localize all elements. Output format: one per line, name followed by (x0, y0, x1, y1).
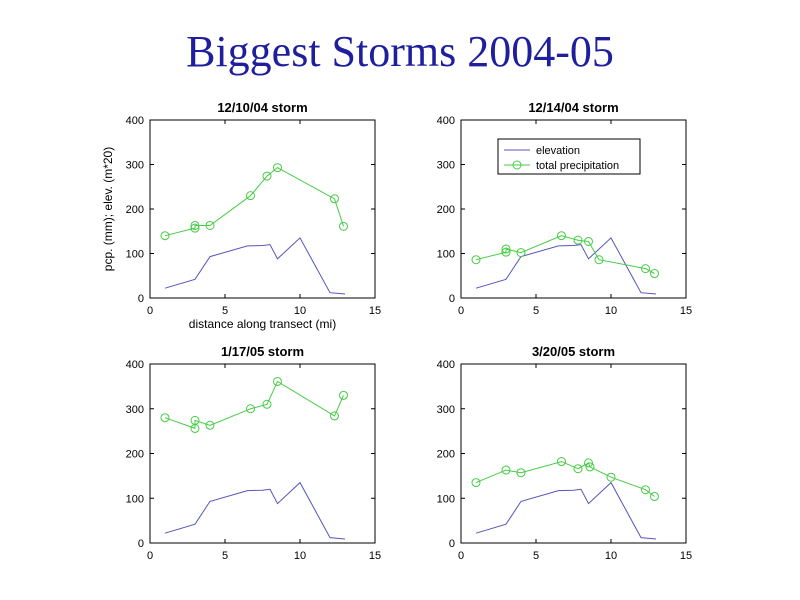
x-tick-label: 10 (294, 305, 306, 317)
legend-box (497, 138, 641, 175)
chart-panel-2: 0 5 10 15 0 100 200 300 400 12/14/04 storm elevati… (437, 100, 692, 317)
data-point (190, 220, 200, 230)
y-tick-label: 200 (126, 449, 144, 461)
data-point (273, 163, 282, 173)
chart-title: 1/17/05 storm (221, 344, 304, 359)
data-point (650, 269, 659, 279)
slide-title: Biggest Storms 2004-05 (186, 27, 614, 76)
y-tick-label: 100 (437, 493, 455, 505)
x-tick-label: 5 (222, 550, 228, 562)
data-point (516, 468, 526, 478)
x-tick-label: 10 (294, 550, 306, 562)
data-point (330, 194, 339, 204)
data-point (205, 420, 215, 430)
data-point (584, 236, 593, 246)
data-point (160, 413, 170, 423)
x-tick-label: 10 (605, 550, 617, 562)
x-tick-label: 0 (147, 550, 153, 562)
chart-title: 3/20/05 storm (532, 344, 615, 359)
chart-title: 12/10/04 storm (217, 100, 307, 115)
data-point (339, 221, 348, 231)
data-point (205, 220, 215, 230)
series-line-1 (164, 481, 346, 540)
y-tick-label: 200 (126, 204, 144, 216)
series-line-1 (475, 481, 657, 540)
series-line-1 (164, 237, 346, 295)
data-point (584, 458, 593, 468)
plot-frame (149, 119, 376, 299)
legend-entry: elevation (536, 145, 580, 157)
data-point (262, 399, 272, 409)
x-tick-label: 5 (533, 305, 539, 317)
data-point (339, 390, 348, 400)
x-tick-label: 15 (680, 305, 692, 317)
data-point (471, 255, 481, 265)
y-tick-label: 400 (437, 359, 455, 371)
data-point (501, 465, 511, 475)
y-tick-label: 200 (437, 449, 455, 461)
data-point (330, 411, 339, 421)
data-point (606, 472, 616, 482)
series-line-2 (164, 167, 344, 237)
chart-panel-4: 0 5 10 15 0 100 200 300 400 3/20/05 storm (437, 344, 692, 562)
data-point (641, 485, 650, 495)
y-tick-label: 0 (449, 538, 455, 550)
y-tick-label: 300 (437, 404, 455, 416)
data-point (262, 171, 272, 181)
data-point (557, 231, 566, 241)
data-point (641, 264, 650, 274)
y-tick-label: 0 (138, 538, 144, 550)
x-tick-label: 15 (369, 550, 381, 562)
x-tick-label: 0 (458, 550, 464, 562)
y-tick-label: 200 (437, 204, 455, 216)
y-tick-label: 300 (437, 160, 455, 172)
data-point (516, 248, 526, 258)
y-tick-label: 300 (126, 160, 144, 172)
legend-entry: total precipitation (536, 160, 619, 172)
legend-marker (512, 160, 522, 170)
data-point (471, 478, 481, 488)
y-tick-label: 400 (126, 359, 144, 371)
series-line-2 (475, 235, 655, 274)
y-tick-label: 100 (126, 249, 144, 261)
y-tick-label: 100 (126, 493, 144, 505)
x-tick-label: 10 (605, 305, 617, 317)
data-point (501, 244, 511, 254)
y-tick-label: 400 (437, 115, 455, 127)
data-point (160, 231, 170, 241)
data-point (190, 223, 200, 233)
plot-frame (460, 363, 687, 544)
y-tick-label: 0 (449, 293, 455, 305)
x-tick-label: 15 (369, 305, 381, 317)
data-point (650, 491, 659, 501)
chart-panel-3: 0 5 10 15 0 100 200 300 400 1/17/05 storm (126, 344, 381, 562)
data-point (573, 235, 583, 245)
data-point (585, 462, 595, 472)
data-point (573, 464, 583, 474)
x-tick-label: 0 (458, 305, 464, 317)
y-tick-label: 0 (138, 293, 144, 305)
data-point (594, 255, 604, 265)
plot-frame (149, 363, 376, 544)
y-tick-label: 400 (126, 115, 144, 127)
y-tick-label: 100 (437, 249, 455, 261)
series-line-2 (164, 380, 344, 430)
x-tick-label: 0 (147, 305, 153, 317)
data-point (501, 247, 511, 257)
y-axis-label: pcp. (mm); elev. (m*20) (101, 147, 115, 271)
data-point (246, 191, 255, 201)
y-tick-label: 300 (126, 404, 144, 416)
data-point (246, 404, 255, 414)
x-tick-label: 15 (680, 550, 692, 562)
chart-title: 12/14/04 storm (528, 100, 618, 115)
data-point (557, 457, 566, 467)
x-axis-label: distance along transect (mi) (189, 317, 336, 331)
x-tick-label: 5 (222, 305, 228, 317)
data-point (190, 415, 200, 425)
data-point (273, 376, 282, 386)
series-line-2 (475, 461, 655, 497)
x-tick-label: 5 (533, 550, 539, 562)
chart-panel-1: 0 5 10 15 0 100 200 300 400 12/10/04 storm distanc… (101, 100, 381, 331)
